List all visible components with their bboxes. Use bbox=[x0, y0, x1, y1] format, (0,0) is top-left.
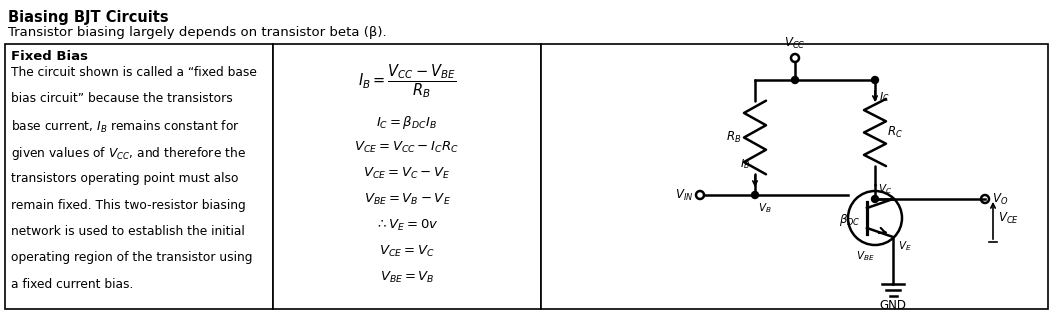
Circle shape bbox=[872, 76, 878, 84]
Text: GND: GND bbox=[879, 299, 907, 312]
Text: $I_B = \dfrac{V_{CC} - V_{BE}}{R_B}$: $I_B = \dfrac{V_{CC} - V_{BE}}{R_B}$ bbox=[358, 62, 456, 100]
Text: Transistor biasing largely depends on transistor beta (β).: Transistor biasing largely depends on tr… bbox=[8, 26, 386, 39]
Text: $V_{CC}$: $V_{CC}$ bbox=[784, 36, 806, 51]
Text: $I_C = \beta_{DC}I_B$: $I_C = \beta_{DC}I_B$ bbox=[376, 114, 438, 131]
Text: $V_B$: $V_B$ bbox=[758, 201, 772, 215]
Text: $V_{BE}$: $V_{BE}$ bbox=[856, 249, 874, 263]
Text: network is used to establish the initial: network is used to establish the initial bbox=[11, 225, 244, 238]
Text: $V_C$: $V_C$ bbox=[878, 182, 892, 196]
Circle shape bbox=[792, 76, 798, 84]
Text: $V_{BE} = V_B - V_E$: $V_{BE} = V_B - V_E$ bbox=[363, 192, 451, 207]
Text: Fixed Bias: Fixed Bias bbox=[11, 50, 88, 63]
Text: a fixed current bias.: a fixed current bias. bbox=[11, 278, 134, 291]
Text: operating region of the transistor using: operating region of the transistor using bbox=[11, 252, 253, 264]
Text: $V_{CE} = V_{CC} - I_CR_C$: $V_{CE} = V_{CC} - I_CR_C$ bbox=[355, 140, 459, 155]
Text: $V_{CE} = V_C$: $V_{CE} = V_C$ bbox=[379, 244, 435, 259]
Text: $V_{CE} = V_C - V_E$: $V_{CE} = V_C - V_E$ bbox=[363, 166, 451, 181]
Text: $\therefore V_E = 0v$: $\therefore V_E = 0v$ bbox=[375, 218, 439, 233]
Text: $V_{BE} = V_B$: $V_{BE} = V_B$ bbox=[380, 270, 435, 285]
Text: $I_C$: $I_C$ bbox=[879, 90, 890, 104]
Bar bbox=[5, 44, 273, 309]
Text: The circuit shown is called a “fixed base: The circuit shown is called a “fixed bas… bbox=[11, 66, 257, 79]
Text: given values of $V_{CC}$, and therefore the: given values of $V_{CC}$, and therefore … bbox=[11, 146, 246, 162]
Text: $R_B$: $R_B$ bbox=[726, 130, 741, 145]
Bar bbox=[273, 44, 541, 309]
Text: $V_O$: $V_O$ bbox=[992, 192, 1008, 207]
Text: transistors operating point must also: transistors operating point must also bbox=[11, 172, 238, 185]
Circle shape bbox=[872, 196, 878, 203]
Text: Biasing BJT Circuits: Biasing BJT Circuits bbox=[8, 10, 168, 25]
Text: $V_{IN}$: $V_{IN}$ bbox=[675, 187, 693, 203]
Text: $I_B$: $I_B$ bbox=[740, 157, 750, 171]
Bar bbox=[541, 44, 1048, 309]
Circle shape bbox=[752, 192, 758, 198]
Text: bias circuit” because the transistors: bias circuit” because the transistors bbox=[11, 93, 233, 105]
Text: base current, $I_B$ remains constant for: base current, $I_B$ remains constant for bbox=[11, 119, 240, 135]
Text: $V_{CE}$: $V_{CE}$ bbox=[998, 210, 1019, 226]
Text: $R_C$: $R_C$ bbox=[887, 125, 902, 140]
Text: remain fixed. This two-resistor biasing: remain fixed. This two-resistor biasing bbox=[11, 198, 245, 212]
Text: $\beta_{DC}$: $\beta_{DC}$ bbox=[839, 212, 860, 228]
Text: $V_E$: $V_E$ bbox=[898, 239, 912, 253]
